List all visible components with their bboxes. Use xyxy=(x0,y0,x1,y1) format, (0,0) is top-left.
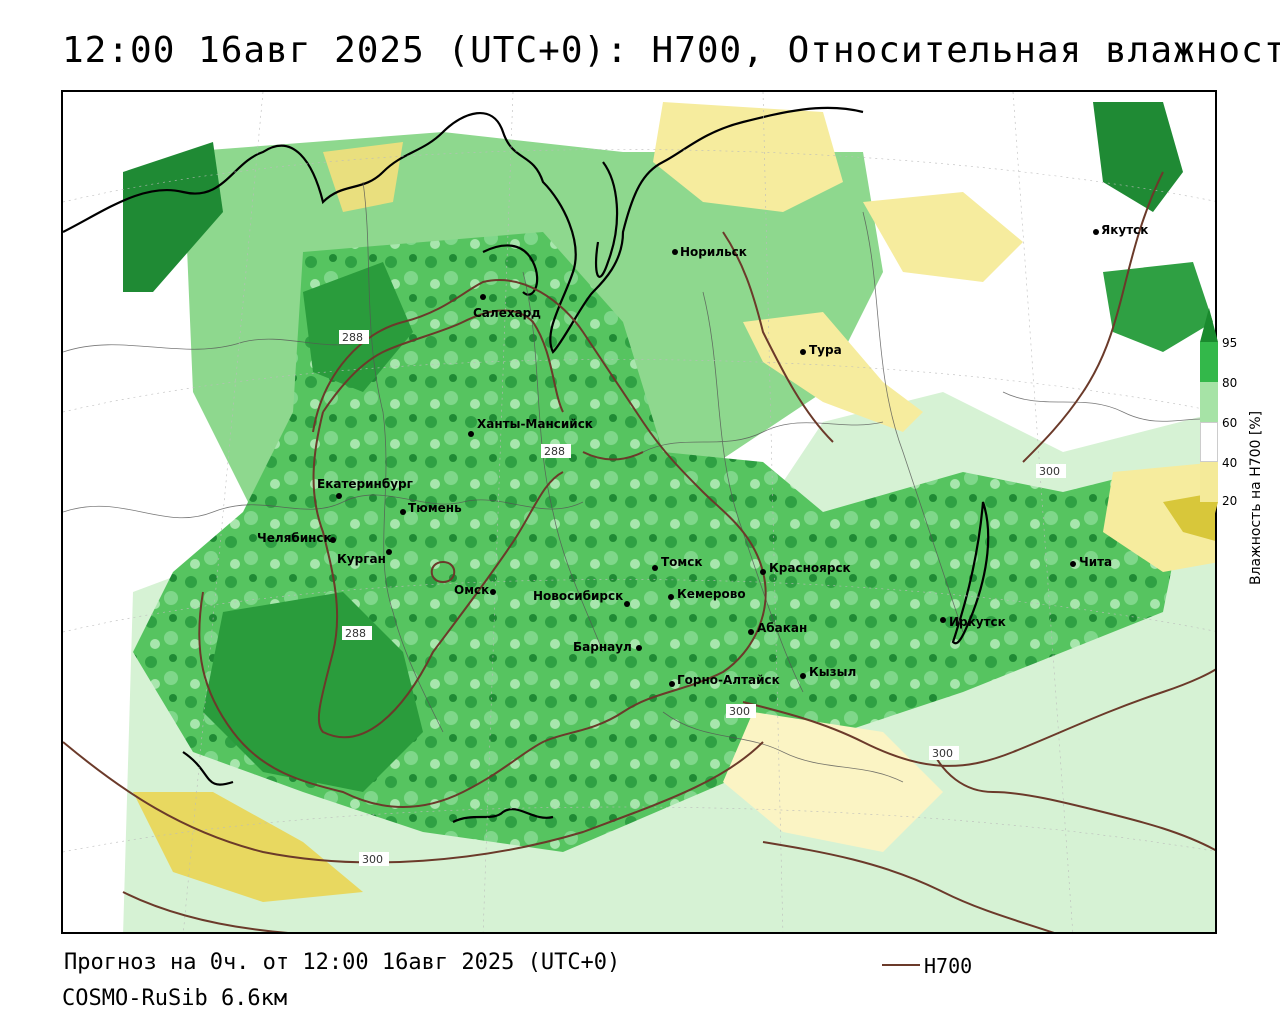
city-marker[interactable] xyxy=(668,594,674,600)
colorbar-tick: 60 xyxy=(1222,416,1238,430)
colorbar xyxy=(1200,308,1218,540)
city-marker[interactable] xyxy=(480,294,486,300)
city-markers: Салехард Норильск Якутск Тура Ханты-Манс… xyxy=(257,223,1148,687)
coastline-layer xyxy=(63,106,990,823)
city-marker[interactable] xyxy=(652,565,658,571)
city-label: Горно-Алтайск xyxy=(677,673,780,687)
colorbar-tick: 40 xyxy=(1222,456,1238,470)
latlon-grid xyxy=(63,92,1215,932)
city-label: Салехард xyxy=(473,306,541,320)
h700-isolines xyxy=(63,171,1215,932)
colorbar-tick: 80 xyxy=(1222,376,1238,390)
city-label: Кемерово xyxy=(677,587,746,601)
city-label: Томск xyxy=(661,555,703,569)
h700-legend-label: H700 xyxy=(924,954,973,978)
city-marker[interactable] xyxy=(800,349,806,355)
isoline-label: 288 xyxy=(342,331,363,344)
city-marker[interactable] xyxy=(1070,561,1076,567)
city-marker[interactable] xyxy=(760,569,766,575)
city-label: Тура xyxy=(809,343,842,357)
isoline-label: 300 xyxy=(362,853,383,866)
city-label: Курган xyxy=(337,552,386,566)
city-label: Чита xyxy=(1079,555,1112,569)
city-label: Иркутск xyxy=(949,615,1006,629)
colorbar-title: Влажность на H700 [%] xyxy=(1248,410,1264,585)
city-marker[interactable] xyxy=(800,673,806,679)
city-marker[interactable] xyxy=(330,537,336,543)
city-label: Норильск xyxy=(680,245,747,259)
city-marker[interactable] xyxy=(336,493,342,499)
city-marker[interactable] xyxy=(1093,229,1099,235)
isoline-label: 300 xyxy=(729,705,750,718)
city-marker[interactable] xyxy=(490,589,496,595)
colorbar-tick: 95 xyxy=(1222,336,1238,350)
city-marker[interactable] xyxy=(624,601,630,607)
city-marker[interactable] xyxy=(748,629,754,635)
city-label: Ханты-Мансийск xyxy=(477,417,593,431)
isoline-label: 300 xyxy=(1039,465,1060,478)
isoline-label: 288 xyxy=(345,627,366,640)
city-label: Екатеринбург xyxy=(317,477,413,491)
colorbar-cap-bottom xyxy=(1200,502,1218,536)
map-title: 12:00 16авг 2025 (UTC+0): H700, Относите… xyxy=(62,30,1280,71)
city-label: Красноярск xyxy=(769,561,851,575)
colorbar-tick: 20 xyxy=(1222,494,1238,508)
city-label: Омск xyxy=(454,583,489,597)
city-label: Абакан xyxy=(757,621,807,635)
city-marker[interactable] xyxy=(636,645,642,651)
city-marker[interactable] xyxy=(940,617,946,623)
humidity-map: 288 288 288 300 300 300 300 Салехард Нор… xyxy=(63,92,1215,932)
city-label: Тюмень xyxy=(408,501,462,515)
model-caption: COSMO-RuSib 6.6км xyxy=(62,986,288,1011)
city-label: Челябинск xyxy=(257,531,332,545)
h700-legend-line xyxy=(882,964,920,966)
isoline-labels: 288 288 288 300 300 300 300 xyxy=(339,330,1066,866)
city-marker[interactable] xyxy=(672,249,678,255)
city-label: Барнаул xyxy=(573,640,632,654)
humidity-fill-layer xyxy=(63,92,1215,932)
isoline-label: 288 xyxy=(544,445,565,458)
city-marker[interactable] xyxy=(386,549,392,555)
city-marker[interactable] xyxy=(468,431,474,437)
city-label: Якутск xyxy=(1101,223,1148,237)
map-area[interactable]: 288 288 288 300 300 300 300 Салехард Нор… xyxy=(61,90,1217,934)
isoline-label: 300 xyxy=(932,747,953,760)
city-marker[interactable] xyxy=(669,681,675,687)
colorbar-cap-top xyxy=(1200,308,1218,342)
city-label: Кызыл xyxy=(809,665,856,679)
city-marker[interactable] xyxy=(400,509,406,515)
forecast-caption: Прогноз на 0ч. от 12:00 16авг 2025 (UTC+… xyxy=(64,950,621,975)
city-label: Новосибирск xyxy=(533,589,623,603)
